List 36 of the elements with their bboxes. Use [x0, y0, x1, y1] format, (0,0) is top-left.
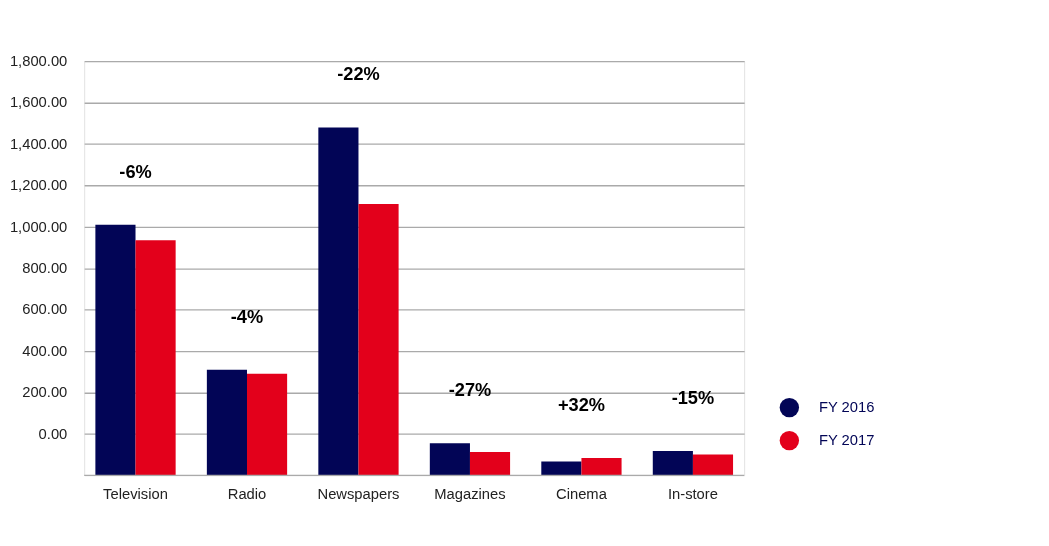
- y-tick-label: 800.00: [22, 260, 68, 276]
- annotation: -22%: [337, 63, 380, 85]
- bar: [358, 204, 399, 476]
- x-tick-label: Cinema: [556, 486, 608, 503]
- legend-label: FY 2016: [818, 398, 875, 415]
- annotation: -6%: [119, 160, 152, 182]
- bar: [652, 451, 693, 476]
- bar: [206, 369, 247, 476]
- x-tick-label: Radio: [227, 486, 267, 503]
- y-tick-label: 600.00: [22, 301, 68, 318]
- annotation: -15%: [671, 387, 715, 409]
- y-tick-label: 0.00: [38, 425, 68, 442]
- y-tick-label: 200.00: [22, 384, 68, 401]
- bar: [135, 240, 176, 476]
- annotation: -27%: [448, 379, 492, 401]
- annotation: +32%: [557, 394, 605, 416]
- x-tick-label: Magazines: [434, 486, 506, 503]
- legend-label: FY 2017: [818, 431, 875, 448]
- x-tick-label: Television: [103, 486, 168, 503]
- bar: [541, 461, 582, 476]
- y-tick-label: 1,400.00: [9, 135, 68, 152]
- x-tick-label: Newspapers: [317, 486, 400, 503]
- y-tick-label: 1,000.00: [9, 218, 68, 235]
- y-tick-label: 400.00: [22, 342, 68, 359]
- bar: [429, 443, 470, 476]
- bar: [246, 373, 288, 476]
- bar: [469, 451, 511, 476]
- y-tick-label: 1,200.00: [9, 177, 68, 194]
- bar: [318, 127, 359, 476]
- x-tick-label: In-store: [667, 486, 718, 503]
- y-tick-label: 1,600.00: [9, 94, 68, 111]
- annotation: -4%: [230, 305, 264, 327]
- bar: [692, 454, 734, 476]
- bar: [95, 224, 136, 476]
- y-tick-label: 1,800.00: [9, 52, 68, 69]
- bar: [581, 457, 622, 476]
